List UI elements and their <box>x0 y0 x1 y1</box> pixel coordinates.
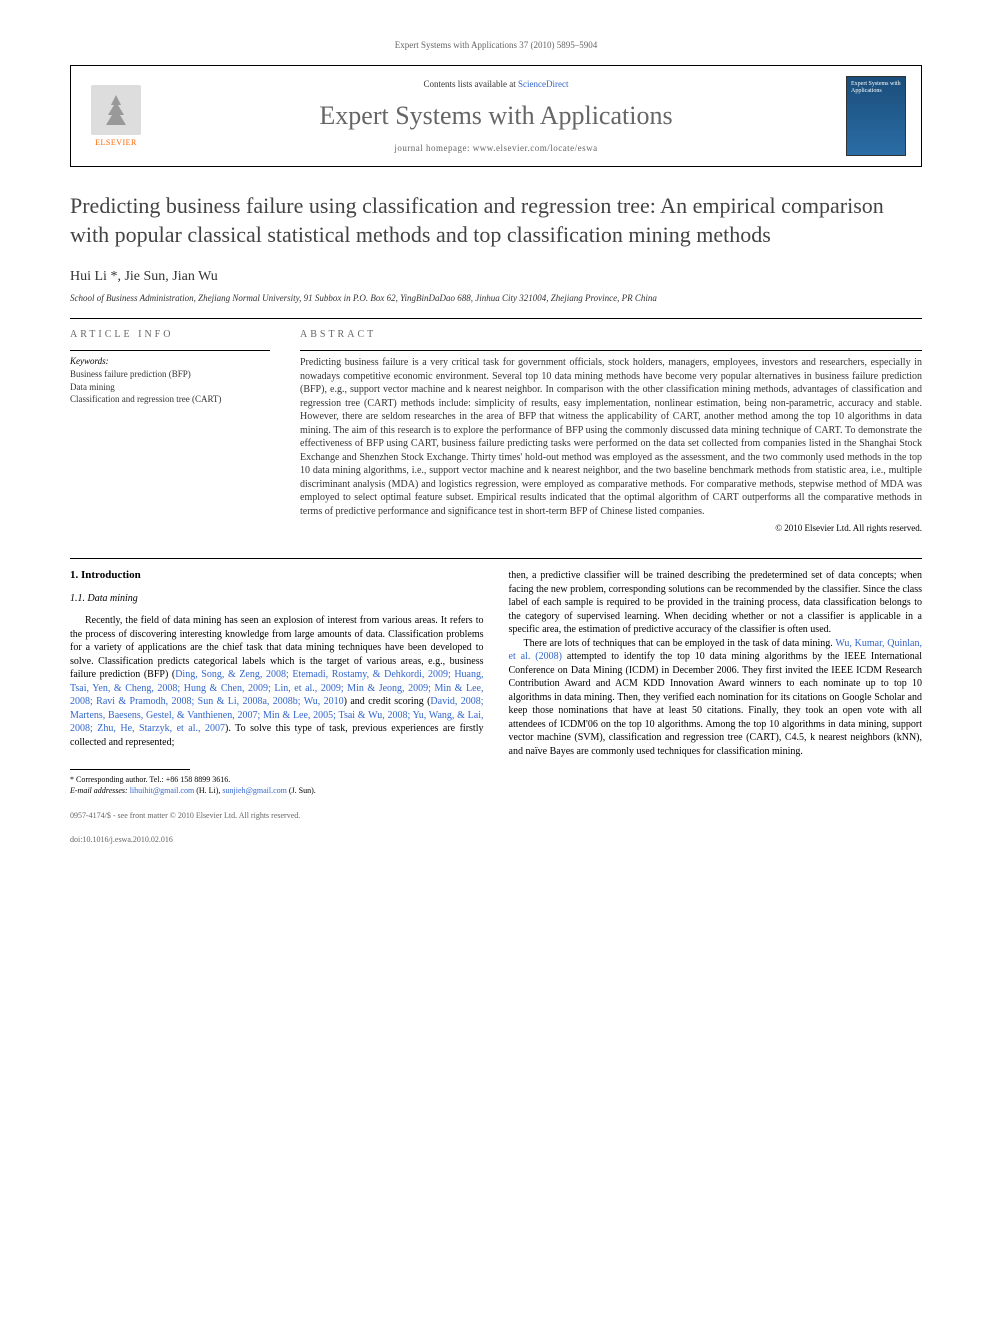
article-title: Predicting business failure using classi… <box>70 192 922 249</box>
info-divider <box>70 350 270 351</box>
col1-paragraph-1: Recently, the field of data mining has s… <box>70 614 484 749</box>
article-info-heading: ARTICLE INFO <box>70 329 270 340</box>
contents-prefix: Contents lists available at <box>424 79 518 89</box>
body-column-left: 1. Introduction 1.1. Data mining Recentl… <box>70 569 484 844</box>
email-link-1[interactable]: lihuihit@gmail.com <box>130 786 194 795</box>
affiliation: School of Business Administration, Zheji… <box>70 293 922 303</box>
doi-line: doi:10.1016/j.eswa.2010.02.016 <box>70 835 484 844</box>
homepage-prefix: journal homepage: <box>394 143 472 153</box>
journal-reference: Expert Systems with Applications 37 (201… <box>70 40 922 50</box>
abstract-text: Predicting business failure is a very cr… <box>300 356 922 518</box>
abstract-column: ABSTRACT Predicting business failure is … <box>300 329 922 533</box>
page-container: Expert Systems with Applications 37 (201… <box>0 0 992 884</box>
col1-p1-text-b: ) and credit scoring ( <box>344 696 431 707</box>
homepage-url: www.elsevier.com/locate/eswa <box>473 143 598 153</box>
col2-paragraph-1: then, a predictive classifier will be tr… <box>509 569 923 637</box>
header-center: Contents lists available at ScienceDirec… <box>146 79 846 153</box>
email-footnote: E-mail addresses: lihuihit@gmail.com (H.… <box>70 786 484 796</box>
corresponding-footnote: * Corresponding author. Tel.: +86 158 88… <box>70 775 484 785</box>
journal-title: Expert Systems with Applications <box>146 101 846 131</box>
body-column-right: then, a predictive classifier will be tr… <box>509 569 923 844</box>
footnote-separator <box>70 769 190 770</box>
abstract-divider <box>300 350 922 351</box>
elsevier-brand-text: ELSEVIER <box>95 138 137 147</box>
intro-heading: 1. Introduction <box>70 569 484 581</box>
divider-top <box>70 318 922 319</box>
abstract-copyright: © 2010 Elsevier Ltd. All rights reserved… <box>300 523 922 533</box>
keyword-1: Data mining <box>70 381 270 394</box>
keyword-2: Classification and regression tree (CART… <box>70 393 270 406</box>
contents-available-line: Contents lists available at ScienceDirec… <box>146 79 846 89</box>
email-label: E-mail addresses: <box>70 786 130 795</box>
section-1-1-heading: 1.1. Data mining <box>70 593 484 604</box>
elsevier-logo: ELSEVIER <box>86 81 146 151</box>
authors-line: Hui Li *, Jie Sun, Jian Wu <box>70 269 922 285</box>
email-link-2[interactable]: sunjieh@gmail.com <box>222 786 286 795</box>
article-info-column: ARTICLE INFO Keywords: Business failure … <box>70 329 270 533</box>
keyword-0: Business failure prediction (BFP) <box>70 368 270 381</box>
sciencedirect-link[interactable]: ScienceDirect <box>518 79 568 89</box>
abstract-heading: ABSTRACT <box>300 329 922 340</box>
info-abstract-row: ARTICLE INFO Keywords: Business failure … <box>70 329 922 533</box>
elsevier-tree-icon <box>91 85 141 135</box>
col2-paragraph-2: There are lots of techniques that can be… <box>509 637 923 759</box>
issn-line: 0957-4174/$ - see front matter © 2010 El… <box>70 811 484 820</box>
body-two-columns: 1. Introduction 1.1. Data mining Recentl… <box>70 569 922 844</box>
journal-header-box: ELSEVIER Contents lists available at Sci… <box>70 65 922 167</box>
homepage-line: journal homepage: www.elsevier.com/locat… <box>146 143 846 153</box>
keywords-label: Keywords: <box>70 356 270 366</box>
cover-title: Expert Systems with Applications <box>851 81 901 95</box>
journal-cover-thumbnail: Expert Systems with Applications <box>846 76 906 156</box>
col2-p2-text-a: There are lots of techniques that can be… <box>524 638 836 649</box>
col2-p2-text-b: attempted to identify the top 10 data mi… <box>509 651 923 757</box>
email-who-2: (J. Sun). <box>287 786 316 795</box>
divider-mid <box>70 558 922 559</box>
email-who-1: (H. Li), <box>194 786 222 795</box>
